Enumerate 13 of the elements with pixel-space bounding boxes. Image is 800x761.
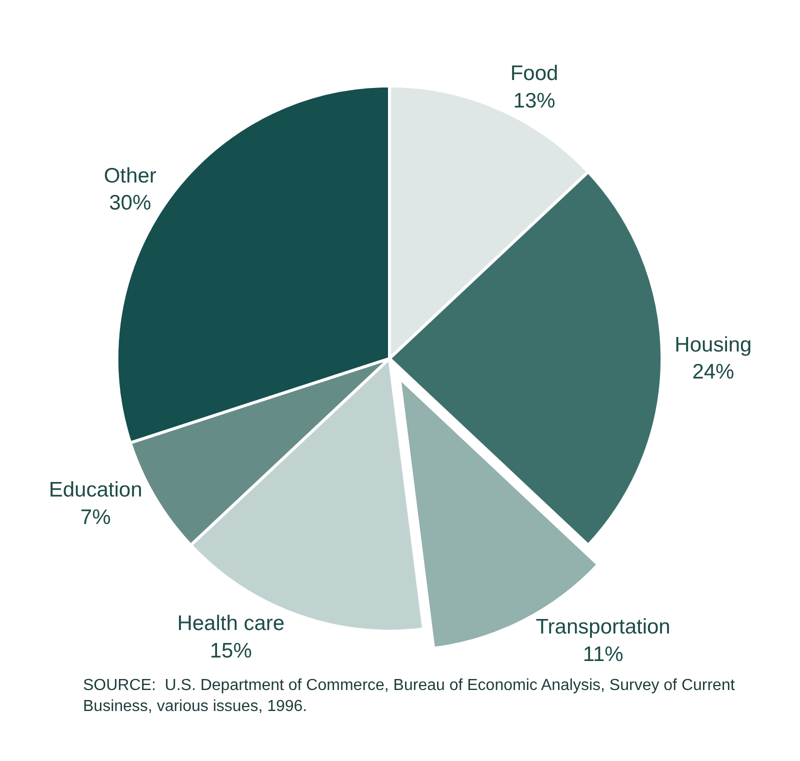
data-label: 30% <box>109 192 152 215</box>
data-label: 11% <box>582 642 624 666</box>
slice-label: Food <box>510 62 558 85</box>
slice-label: Transportation <box>536 616 670 639</box>
source-note: SOURCE: U.S. Department of Commerce, Bureau of Economic Analysis, Survey of Current Business, various issues, 1996. <box>83 677 736 715</box>
data-label: 7% <box>80 506 111 529</box>
slice-label: Education <box>48 478 142 502</box>
data-label: 13% <box>513 89 556 112</box>
slice-label: Housing <box>674 333 752 356</box>
slice-label: Health care <box>177 612 285 636</box>
data-label: 15% <box>210 639 252 662</box>
slice-label: Other <box>104 164 156 188</box>
data-label: 24% <box>692 360 734 384</box>
